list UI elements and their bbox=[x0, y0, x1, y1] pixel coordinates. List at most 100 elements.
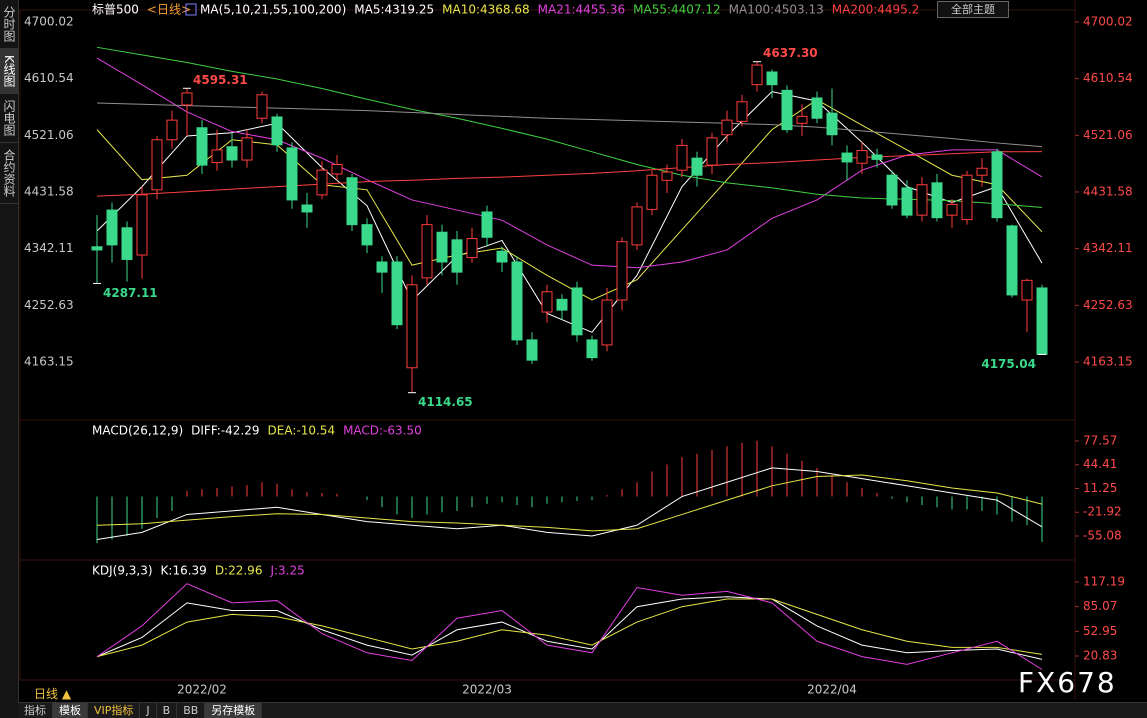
bottom-tab[interactable]: 模板 bbox=[53, 703, 88, 718]
legend-entry: MA21:4455.36 bbox=[538, 3, 626, 17]
legend-entry: MA10:4368.68 bbox=[442, 3, 530, 17]
legend-entry: DIFF:-42.29 bbox=[191, 424, 259, 438]
tab[interactable]: 合约资料 bbox=[0, 143, 18, 204]
indicator-line bbox=[96, 99, 1043, 301]
tab[interactable]: K线图 bbox=[0, 49, 18, 94]
legend-entry: K:16.39 bbox=[161, 564, 207, 578]
candle-body bbox=[91, 246, 103, 251]
indicator-line bbox=[96, 596, 1043, 660]
candle-body bbox=[1006, 225, 1018, 296]
candle-body bbox=[781, 89, 793, 131]
candle-body bbox=[226, 146, 238, 161]
candle-body bbox=[616, 241, 628, 301]
indicator-line bbox=[96, 474, 1043, 532]
y-tick-label: 85.07 bbox=[1083, 599, 1117, 613]
candle-body bbox=[346, 177, 358, 226]
tab[interactable]: 分时图 bbox=[0, 0, 18, 49]
candle-body bbox=[196, 127, 208, 166]
candle-body bbox=[691, 157, 703, 176]
period-button[interactable]: 日线 ▲ bbox=[34, 687, 72, 701]
legend-entry: D:22.96 bbox=[215, 564, 263, 578]
candle-body bbox=[901, 187, 913, 216]
indicator-line bbox=[96, 583, 1043, 670]
y-tick-label: 77.57 bbox=[1083, 433, 1117, 447]
indicator-line bbox=[96, 102, 1043, 148]
candle-body bbox=[841, 152, 853, 163]
candle-body bbox=[496, 250, 508, 263]
candle-body bbox=[1021, 279, 1033, 301]
legend-entry: MACD:-63.50 bbox=[343, 424, 422, 438]
bottom-tab[interactable]: 另存模板 bbox=[205, 703, 263, 718]
y-tick-label: 4610.54 bbox=[24, 71, 74, 85]
candle-body bbox=[676, 144, 688, 171]
watermark: FX678 bbox=[1018, 666, 1117, 699]
candle-body bbox=[391, 261, 403, 326]
indicator-icon bbox=[185, 3, 197, 16]
chart-title: 标普500 bbox=[92, 3, 139, 17]
candle-body bbox=[541, 291, 553, 313]
candle-body bbox=[961, 174, 973, 221]
candle-body bbox=[286, 147, 298, 201]
y-tick-label: 4610.54 bbox=[1083, 71, 1133, 85]
candle-body bbox=[151, 139, 163, 191]
indicator-label: MACD(26,12,9) bbox=[92, 424, 183, 438]
candle-body bbox=[436, 231, 448, 263]
y-tick-label: 4252.63 bbox=[24, 298, 74, 312]
bottom-tab[interactable]: VIP指标 bbox=[88, 703, 141, 718]
candle-body bbox=[736, 101, 748, 122]
candle-body bbox=[376, 261, 388, 273]
y-tick-label: 4431.58 bbox=[24, 184, 74, 198]
bottom-tab[interactable]: BB bbox=[177, 703, 206, 718]
annotation: 4114.65 bbox=[418, 395, 473, 409]
indicator-label: MA(5,10,21,55,100,200) bbox=[200, 3, 346, 17]
y-tick-label: 4163.15 bbox=[24, 354, 74, 368]
legend-entry: MA5:4319.25 bbox=[354, 3, 434, 17]
candle-body bbox=[301, 204, 313, 213]
candle-body bbox=[916, 184, 928, 216]
candle-body bbox=[166, 119, 178, 141]
panel-frame bbox=[19, 419, 1076, 561]
candle-body bbox=[526, 339, 538, 361]
y-tick-label: 44.41 bbox=[1083, 457, 1117, 471]
indicator-line bbox=[96, 57, 1043, 269]
candle-body bbox=[316, 169, 328, 196]
candle-body bbox=[106, 209, 118, 246]
bottom-tab[interactable]: B bbox=[157, 703, 178, 718]
candle-body bbox=[571, 287, 583, 336]
candle-body bbox=[466, 238, 478, 259]
y-tick-label: 20.83 bbox=[1083, 649, 1117, 663]
annotation: 4287.11 bbox=[103, 286, 158, 300]
y-tick-label: -21.92 bbox=[1083, 505, 1122, 519]
bottom-tab-bar: 指标 模板 VIP指标 J B BB 另存模板 bbox=[18, 702, 1147, 718]
candle-body bbox=[661, 171, 673, 181]
indicator-line bbox=[96, 46, 1043, 208]
candle-body bbox=[136, 194, 148, 256]
y-tick-label: 4521.06 bbox=[1083, 128, 1133, 142]
candle-body bbox=[631, 206, 643, 246]
candle-body bbox=[751, 64, 763, 86]
annotation: 4175.04 bbox=[981, 357, 1036, 371]
tab[interactable]: 闪电图 bbox=[0, 94, 18, 143]
y-tick-label: 4252.63 bbox=[1083, 298, 1133, 312]
bottom-tab[interactable]: 指标 bbox=[18, 703, 53, 718]
y-tick-label: 11.25 bbox=[1083, 481, 1117, 495]
y-tick-label: -55.08 bbox=[1083, 528, 1122, 542]
candle-body bbox=[556, 298, 568, 311]
x-tick-label: 2022/03 bbox=[462, 683, 512, 697]
candle-body bbox=[946, 203, 958, 216]
candle-body bbox=[811, 97, 823, 119]
left-tab-strip: 分时图 K线图 闪电图 合约资料 bbox=[0, 0, 19, 718]
bottom-tab[interactable]: J bbox=[140, 703, 157, 718]
candle-body bbox=[421, 224, 433, 279]
theme-button[interactable]: 全部主题 bbox=[937, 1, 1009, 18]
candle-body bbox=[1036, 287, 1048, 355]
candle-body bbox=[601, 299, 613, 346]
y-tick-label: 4700.02 bbox=[1083, 14, 1133, 28]
candle-body bbox=[211, 149, 223, 164]
y-tick-label: 4163.15 bbox=[1083, 354, 1133, 368]
candle-body bbox=[856, 150, 868, 164]
candle-body bbox=[361, 224, 373, 246]
candle-body bbox=[181, 92, 193, 106]
legend-entry: MA100:4503.13 bbox=[729, 3, 824, 17]
